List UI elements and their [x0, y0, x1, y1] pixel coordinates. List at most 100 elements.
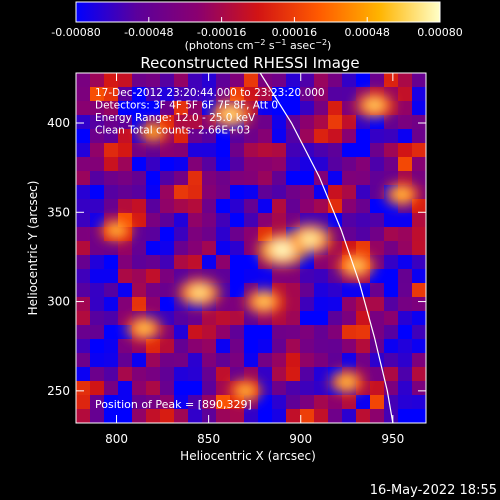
heatmap-cell	[398, 395, 413, 410]
heatmap-cell	[90, 311, 105, 326]
heatmap-cell	[342, 213, 357, 228]
heatmap-cell	[202, 213, 217, 228]
heatmap-cell	[146, 367, 161, 382]
hot-spot-core	[339, 376, 355, 388]
heatmap-cell	[160, 283, 175, 298]
heatmap-cell	[160, 171, 175, 186]
heatmap-cell	[244, 87, 259, 102]
heatmap-cell	[188, 409, 203, 423]
heatmap-cell	[370, 241, 385, 256]
hot-spot-core	[347, 259, 365, 272]
heatmap-cell	[384, 241, 399, 256]
heatmap-cell	[146, 269, 161, 284]
heatmap-cell	[132, 143, 147, 158]
heatmap-cell	[244, 143, 259, 158]
heatmap-cell	[244, 129, 259, 144]
colorbar-tick-label: 0.00016	[272, 26, 318, 39]
heatmap-cell	[146, 143, 161, 158]
heatmap-cell	[146, 241, 161, 256]
heatmap-cell	[258, 87, 273, 102]
heatmap-cell	[258, 185, 273, 200]
heatmap-cell	[370, 367, 385, 382]
heatmap-cell	[174, 73, 189, 88]
heatmap-cell	[146, 283, 161, 298]
heatmap-cell	[174, 143, 189, 158]
heatmap-cell	[174, 157, 189, 172]
heatmap-cell	[202, 241, 217, 256]
heatmap-cell	[300, 381, 315, 396]
heatmap-cell	[132, 283, 147, 298]
heatmap-cell	[286, 311, 301, 326]
heatmap-cell	[90, 87, 105, 102]
heatmap-cell	[160, 87, 175, 102]
heatmap-cell	[412, 409, 426, 423]
heatmap-cell	[132, 185, 147, 200]
heatmap-cell	[216, 171, 231, 186]
heatmap-cell	[356, 171, 371, 186]
heatmap-cell	[370, 269, 385, 284]
heatmap-cell	[258, 325, 273, 340]
heatmap-cell	[104, 381, 119, 396]
heatmap-cell	[384, 269, 399, 284]
heatmap-cell	[76, 381, 91, 396]
heatmap-cell	[398, 171, 413, 186]
heatmap-cell	[356, 129, 371, 144]
heatmap-cell	[118, 101, 133, 116]
heatmap-cell	[258, 269, 273, 284]
heatmap-cell	[132, 227, 147, 242]
heatmap-cell	[398, 353, 413, 368]
heatmap-cell	[160, 227, 175, 242]
heatmap-cell	[104, 339, 119, 354]
heatmap-cell	[132, 409, 147, 423]
heatmap-cell	[258, 199, 273, 214]
heatmap-cell	[118, 255, 133, 270]
hot-spot-core	[394, 188, 410, 200]
heatmap-cell	[104, 311, 119, 326]
heatmap-cell	[258, 171, 273, 186]
heatmap-cell	[216, 87, 231, 102]
heatmap-cell	[356, 339, 371, 354]
heatmap-cell	[132, 101, 147, 116]
heatmap-cell	[356, 143, 371, 158]
heatmap-cell	[398, 213, 413, 228]
heatmap-cell	[412, 269, 426, 284]
heatmap-cell	[356, 185, 371, 200]
heatmap-cell	[258, 339, 273, 354]
y-tick-label: 250	[47, 384, 70, 398]
colorbar: -0.00080 -0.00048 -0.00016 0.00016 0.00048 0.…	[51, 1, 463, 52]
heatmap-cell	[342, 87, 357, 102]
heatmap-cell	[412, 339, 426, 354]
heatmap-cell	[384, 157, 399, 172]
heatmap-cell	[342, 101, 357, 116]
heatmap-cell	[412, 171, 426, 186]
heatmap-cell	[202, 339, 217, 354]
heatmap-cell	[132, 395, 147, 410]
heatmap-cell	[202, 381, 217, 396]
heatmap-cell	[328, 269, 343, 284]
heatmap-cell	[90, 283, 105, 298]
hot-spot-core	[221, 107, 240, 121]
heatmap-cell	[104, 255, 119, 270]
heatmap-cell	[216, 367, 231, 382]
heatmap-cell	[314, 171, 329, 186]
heatmap-cell	[342, 185, 357, 200]
heatmap-cell	[118, 381, 133, 396]
heatmap-cell	[314, 129, 329, 144]
heatmap-cell	[384, 255, 399, 270]
heatmap-cell	[314, 353, 329, 368]
heatmap-cell	[146, 297, 161, 312]
heatmap-cell	[384, 395, 399, 410]
heatmap-cell	[90, 353, 105, 368]
heatmap-cell	[146, 395, 161, 410]
heatmap-cell	[244, 367, 259, 382]
heatmap-cell	[202, 185, 217, 200]
heatmap-cell	[370, 157, 385, 172]
heatmap-cell	[370, 395, 385, 410]
heatmap-cell	[398, 339, 413, 354]
heatmap-cell	[398, 269, 413, 284]
heatmap-cell	[230, 129, 245, 144]
heatmap-cell	[300, 283, 315, 298]
heatmap-cell	[286, 143, 301, 158]
heatmap-cell	[272, 409, 287, 423]
heatmap-cell	[342, 283, 357, 298]
